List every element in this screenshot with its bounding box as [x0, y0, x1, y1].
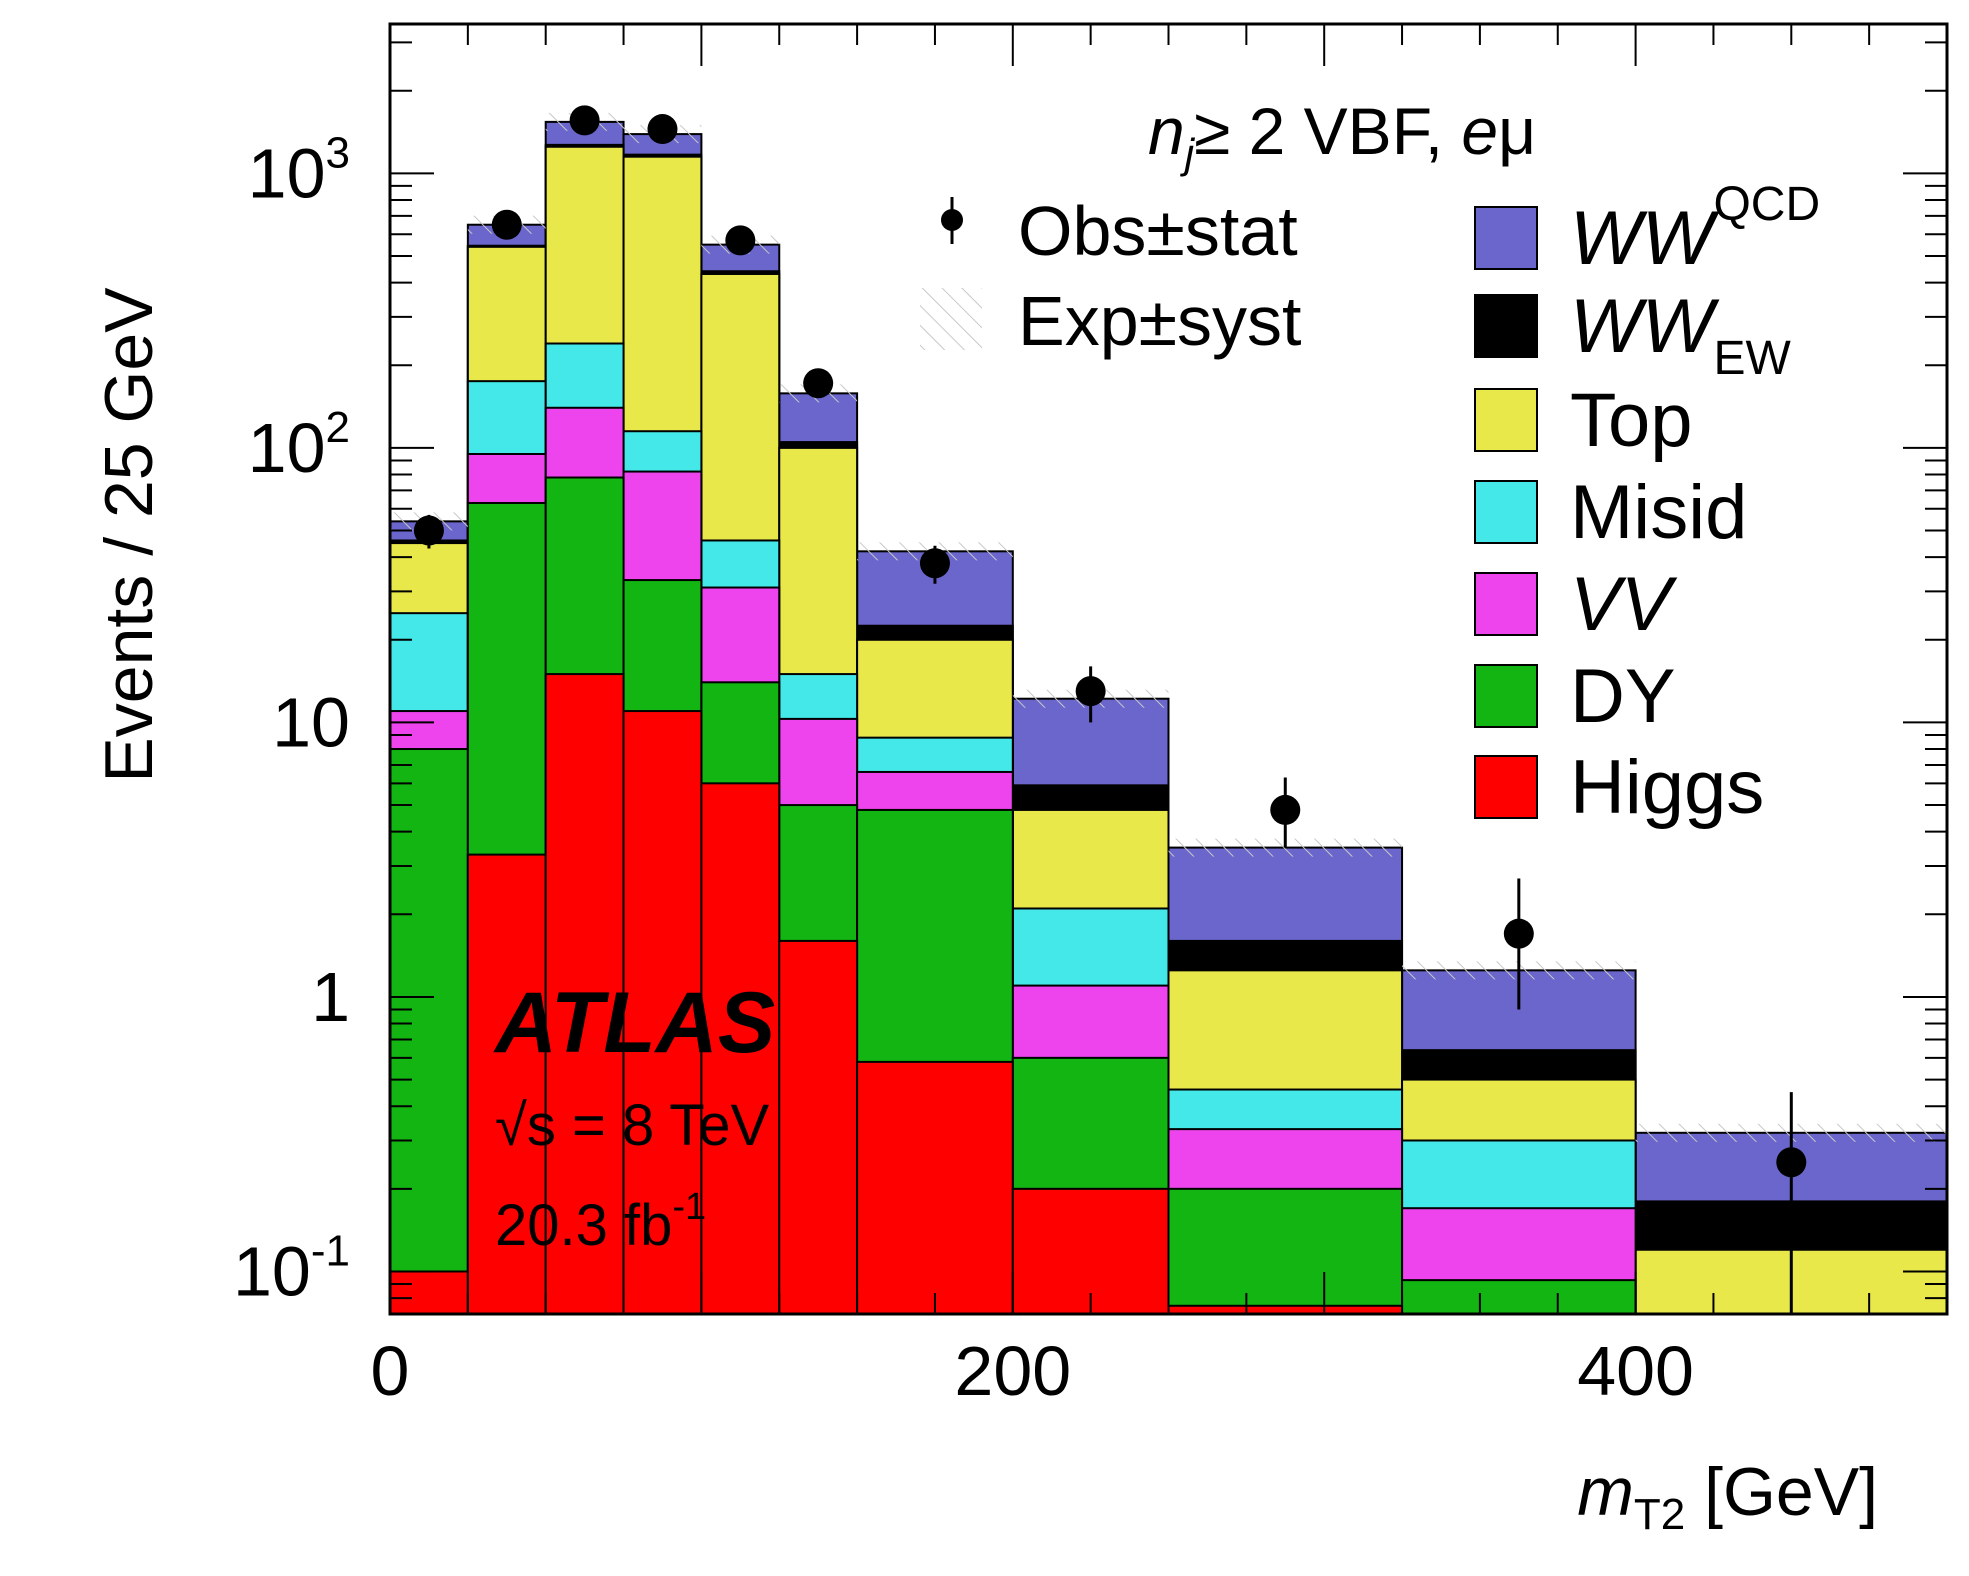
lumi-exponent: -1: [672, 1186, 706, 1228]
legend-exp: Exp±syst: [920, 282, 1302, 360]
legend-label-wwew: WWEW: [1570, 284, 1791, 385]
legend-label-dy: DY: [1570, 654, 1676, 739]
obs-point-6: [919, 548, 950, 579]
x-axis-unit: [GeV]: [1704, 1454, 1878, 1530]
obs-point-4: [725, 225, 756, 256]
y-tick-base: 10: [233, 1232, 311, 1310]
legend-exp-suffix: syst: [1177, 282, 1301, 360]
category-label: nj≥ 2 VBF, eμ: [1148, 94, 1536, 177]
x-tick-labels: 0 200 400: [371, 1332, 1694, 1410]
obs-point-8: [1270, 794, 1301, 825]
obs-point-0: [413, 515, 444, 546]
bar-dy-8: [1167, 1187, 1404, 1314]
x-tick-label: 0: [371, 1332, 410, 1410]
obs-point-2: [569, 105, 600, 136]
channel-mu: μ: [1498, 94, 1536, 168]
bar-dy-0: [390, 748, 469, 1314]
legend-label-higgs: Higgs: [1570, 745, 1764, 830]
x-tick-label: 400: [1577, 1332, 1694, 1410]
y-tick-base: 1: [311, 958, 350, 1036]
bar-higgs-3: [622, 710, 703, 1314]
legend-swatch-misid: [1474, 480, 1538, 544]
category-rest: ≥ 2 VBF,: [1194, 94, 1443, 168]
legend-label-top: Top: [1570, 378, 1693, 463]
legend-swatch-vv: [1474, 572, 1538, 636]
energy-value: s = 8 TeV: [527, 1093, 770, 1158]
legend: Obs±stat Exp±syst WWQCDWWEWTopMisidVVDYH…: [920, 178, 1820, 830]
y-tick-exponent: 3: [326, 128, 350, 177]
y-axis-label: Events / 25 GeV: [91, 287, 167, 783]
x-tick-label: 200: [954, 1332, 1071, 1410]
bar-higgs-6: [856, 1060, 1014, 1314]
axis-ticks: [389, 24, 1948, 1315]
obs-point-7: [1075, 676, 1106, 707]
legend-exp-hatch: [920, 288, 982, 350]
bar-dy-9: [1401, 1279, 1637, 1314]
bar-higgs-4: [700, 782, 781, 1314]
obs-point-5: [803, 368, 834, 399]
observed-points: [413, 105, 1807, 1314]
svg-text:Exp±syst: Exp±syst: [1018, 282, 1302, 360]
legend-obs-marker: [941, 209, 963, 231]
y-tick-label: 10-1: [233, 1226, 350, 1310]
y-tick-label: 102: [248, 403, 350, 487]
bar-higgs-0: [390, 1270, 469, 1314]
legend-swatch-top: [1474, 388, 1538, 452]
y-tick-label: 10: [272, 683, 350, 761]
legend-label-wwqcd: WWQCD: [1570, 178, 1820, 281]
obs-point-9: [1503, 918, 1534, 949]
legend-swatch-wwqcd: [1474, 206, 1538, 270]
x-axis-label: mT2 [GeV]: [1577, 1454, 1878, 1539]
obs-point-10: [1776, 1147, 1807, 1178]
legend-obs-label: Obs: [1018, 192, 1146, 270]
y-tick-base: 10: [272, 683, 350, 761]
sqrt-sign: √: [495, 1093, 527, 1158]
atlas-label: ATLAS: [493, 975, 775, 1071]
x-axis-var: m: [1577, 1454, 1634, 1530]
bar-higgs-1: [466, 853, 547, 1314]
legend-swatch-higgs: [1474, 755, 1538, 819]
y-tick-label: 1: [311, 958, 350, 1036]
legend-label-vv: VV: [1570, 562, 1678, 647]
x-axis-sub: T2: [1634, 1490, 1685, 1539]
bar-higgs-2: [544, 673, 625, 1314]
obs-point-3: [647, 114, 678, 145]
lumi-value: 20.3 fb: [495, 1193, 672, 1258]
lumi-label: 20.3 fb-1: [495, 1186, 706, 1258]
legend-obs: Obs±stat: [941, 192, 1298, 270]
svg-text:Obs±stat: Obs±stat: [1018, 192, 1298, 270]
y-tick-exponent: 2: [326, 403, 350, 452]
legend-swatch-dy: [1474, 664, 1538, 728]
obs-point-1: [491, 209, 522, 240]
legend-subscript: EW: [1713, 332, 1791, 385]
legend-subscript: QCD: [1713, 178, 1820, 231]
stacked-histogram: [390, 120, 1947, 1314]
y-tick-base: 10: [248, 134, 326, 212]
bar-higgs-5: [778, 939, 859, 1314]
y-tick-exponent: -1: [311, 1226, 350, 1275]
legend-swatch-wwew: [1474, 294, 1538, 358]
legend-label-misid: Misid: [1570, 470, 1747, 555]
legend-exp-label: Exp: [1018, 282, 1139, 360]
y-tick-base: 10: [248, 409, 326, 487]
legend-obs-suffix: stat: [1185, 192, 1298, 270]
y-tick-label: 103: [248, 128, 350, 212]
energy-label: √s = 8 TeV: [495, 1093, 770, 1158]
category-var: n: [1148, 94, 1185, 168]
channel-e: e: [1461, 94, 1498, 168]
